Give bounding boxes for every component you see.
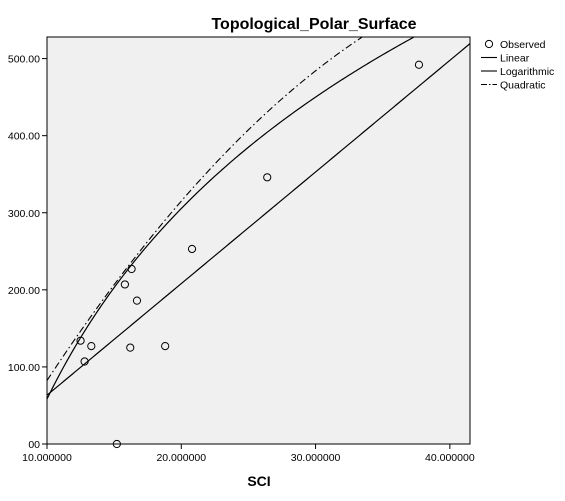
- observed-point: [76, 336, 85, 345]
- observed-point: [80, 357, 89, 366]
- observed-point: [120, 280, 129, 289]
- x-axis: 10.000000 20.000000 30.000000 40.000000: [22, 444, 475, 464]
- x-axis-label: SCI: [247, 473, 270, 489]
- plot-area: [46, 36, 471, 449]
- plot-background: [46, 36, 471, 445]
- observed-point: [161, 342, 170, 351]
- y-tick-label: 400.00: [8, 131, 40, 143]
- observed-point: [87, 342, 96, 351]
- y-tick-label: 00: [28, 439, 40, 451]
- x-tick-label: 10.000000: [22, 452, 72, 464]
- chart-title: Topological_Polar_Surface: [211, 16, 416, 33]
- y-tick-label: 500.00: [8, 54, 40, 66]
- observed-point: [112, 439, 121, 449]
- logarithmic-fit-line: [47, 37, 416, 400]
- x-tick-label: 30.000000: [291, 452, 341, 464]
- y-axis: 00 100.00 200.00 300.00 400.00 500.00: [8, 54, 47, 451]
- observed-point: [126, 343, 135, 352]
- quadratic-fit-line: [47, 37, 364, 381]
- legend-label: Quadratic: [500, 80, 546, 92]
- x-tick-label: 20.000000: [156, 452, 206, 464]
- legend-label: Observed: [500, 39, 546, 51]
- observed-point: [187, 244, 197, 254]
- legend-label: Linear: [500, 53, 530, 65]
- linear-fit-line: [47, 43, 470, 396]
- legend-label: Logarithmic: [500, 66, 554, 78]
- observed-point: [132, 296, 142, 305]
- fit-curves: [47, 37, 470, 400]
- observed-point: [414, 60, 424, 69]
- observed-point: [127, 264, 136, 274]
- x-tick-label: 40.000000: [425, 452, 475, 464]
- y-tick-label: 200.00: [8, 285, 40, 297]
- legend-marker-observed: [484, 39, 494, 49]
- y-tick-label: 300.00: [8, 208, 40, 220]
- y-tick-label: 100.00: [8, 362, 40, 374]
- observed-point: [263, 173, 272, 182]
